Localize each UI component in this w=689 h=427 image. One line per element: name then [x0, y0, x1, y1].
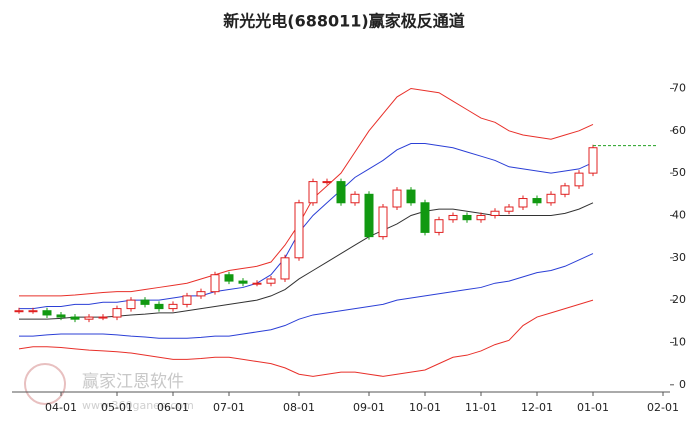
- watermark: 赢家江恩软件: [82, 372, 184, 392]
- y-tick-label: 70: [672, 81, 686, 94]
- candle: [588, 147, 598, 174]
- candle: [392, 189, 402, 208]
- candle: [154, 303, 164, 310]
- candle: [280, 257, 290, 280]
- candle: [336, 181, 346, 204]
- candle: [14, 310, 24, 313]
- candle: [266, 278, 276, 284]
- candle: [252, 282, 262, 285]
- candle: [294, 202, 304, 259]
- candle: [210, 274, 220, 293]
- candle: [574, 172, 584, 187]
- candle: [490, 210, 500, 216]
- candle: [546, 193, 556, 204]
- candle: [462, 214, 472, 221]
- y-tick-label: 10: [672, 335, 686, 348]
- y-tick-label: 60: [672, 124, 686, 137]
- candle: [350, 193, 360, 204]
- channel-line: [18, 299, 594, 377]
- candle: [56, 314, 66, 318]
- candle: [448, 214, 458, 221]
- candle: [406, 189, 416, 204]
- y-tick-label: 0: [679, 378, 686, 391]
- candle: [224, 274, 234, 282]
- candle: [140, 299, 150, 305]
- x-tick-label: 02-01: [647, 401, 679, 414]
- candle: [420, 202, 430, 233]
- candle: [182, 295, 192, 305]
- x-tick-label: 11-01: [465, 401, 497, 414]
- candle: [238, 280, 248, 284]
- x-tick-label: 01-01: [577, 401, 609, 414]
- watermark-logo: [24, 363, 66, 405]
- candle: [504, 206, 514, 212]
- candle: [126, 299, 136, 310]
- x-tick-label: 04-01: [45, 401, 77, 414]
- candle: [196, 291, 206, 297]
- chart-title: 新光光电(688011)赢家极反通道: [223, 12, 464, 31]
- candle: [28, 310, 38, 313]
- candle: [70, 316, 80, 320]
- x-tick-label: 06-01: [157, 401, 189, 414]
- candle: [308, 181, 318, 204]
- candle: [98, 316, 108, 319]
- candle: [322, 181, 332, 184]
- candle: [560, 185, 570, 195]
- y-tick-label: 40: [672, 208, 686, 221]
- y-tick-label: 50: [672, 166, 686, 179]
- x-tick-label: 08-01: [283, 401, 315, 414]
- channel-line: [19, 143, 594, 310]
- candle: [378, 206, 388, 238]
- candle: [168, 303, 178, 310]
- candle: [434, 219, 444, 233]
- candle: [518, 198, 528, 208]
- x-tick-label: 10-01: [409, 401, 441, 414]
- candle: [476, 214, 486, 221]
- candle: [112, 308, 122, 318]
- x-tick-label: 07-01: [213, 401, 245, 414]
- x-tick-label: 09-01: [353, 401, 385, 414]
- candle: [364, 193, 374, 238]
- channel-line: [19, 202, 594, 320]
- candle: [532, 198, 542, 204]
- x-tick-label: 05-01: [101, 401, 133, 414]
- candle: [84, 316, 94, 320]
- y-tick-label: 30: [672, 251, 686, 264]
- channel-line: [19, 87, 594, 297]
- candle: [42, 310, 52, 316]
- watermark-url: www.360ganen.com: [82, 399, 194, 412]
- x-tick-label: 12-01: [521, 401, 553, 414]
- y-tick-label: 20: [672, 293, 686, 306]
- channel-line: [19, 253, 594, 339]
